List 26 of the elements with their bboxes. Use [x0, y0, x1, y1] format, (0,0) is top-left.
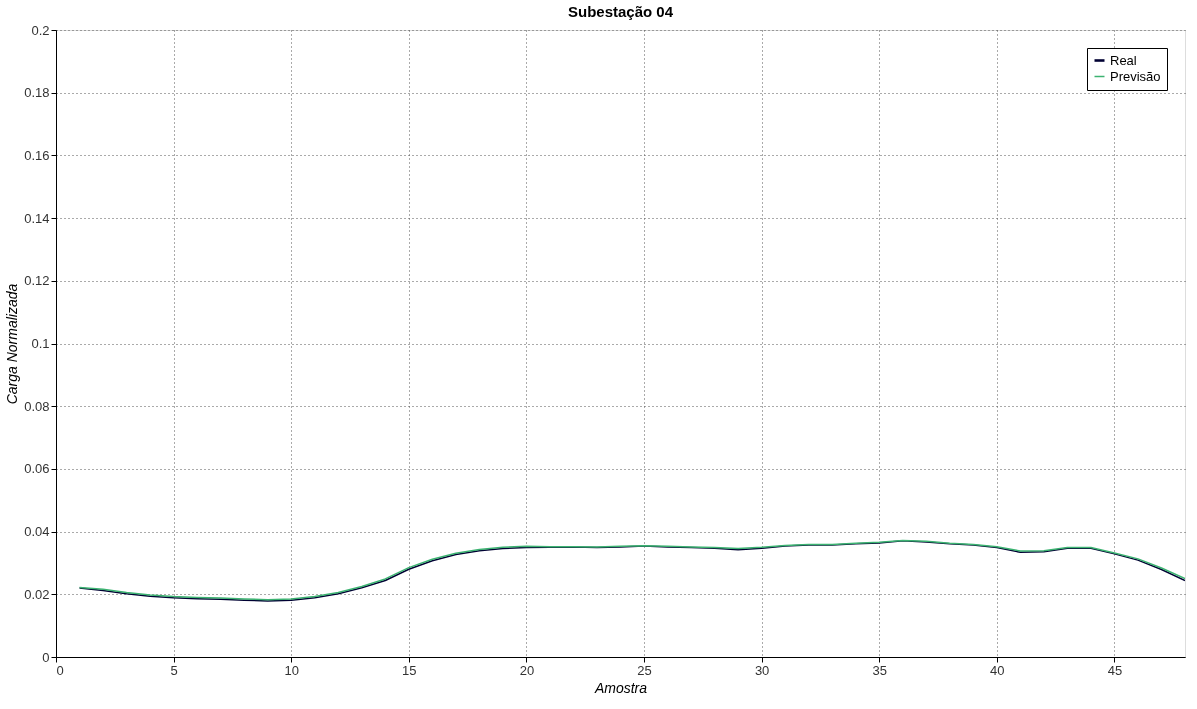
- chart-title: Subestação 04: [567, 3, 674, 20]
- y-tick-label: 0.02: [24, 586, 50, 602]
- x-tick-label: 5: [170, 662, 178, 678]
- y-tick-label: 0.08: [24, 398, 50, 414]
- x-tick-label: 45: [1107, 662, 1123, 678]
- x-tick-label: 20: [519, 662, 535, 678]
- y-tick-label: 0.14: [24, 210, 50, 226]
- legend-label: Real: [1110, 52, 1137, 68]
- y-tick-label: 0.1: [31, 336, 50, 351]
- x-tick-label: 0: [56, 662, 64, 678]
- x-axis-title: Amostra: [593, 679, 648, 696]
- x-tick-label: 25: [637, 662, 652, 678]
- x-tick-label: 40: [990, 662, 1005, 678]
- y-tick-label: 0: [42, 649, 50, 665]
- x-tick-label: 10: [284, 662, 299, 678]
- y-tick-label: 0.18: [24, 85, 50, 101]
- x-tick-label: 35: [872, 662, 887, 678]
- x-tick-label: 15: [402, 662, 417, 678]
- y-axis-title: Carga Normalizada: [4, 283, 21, 405]
- y-tick-label: 0.16: [24, 147, 50, 163]
- x-tick-label: 30: [754, 662, 770, 678]
- y-tick-label: 0.2: [31, 22, 50, 38]
- legend-label: Previsão: [1110, 68, 1161, 84]
- y-tick-label: 0.12: [24, 273, 50, 289]
- y-tick-label: 0.04: [24, 524, 50, 540]
- y-tick-label: 0.06: [24, 461, 50, 477]
